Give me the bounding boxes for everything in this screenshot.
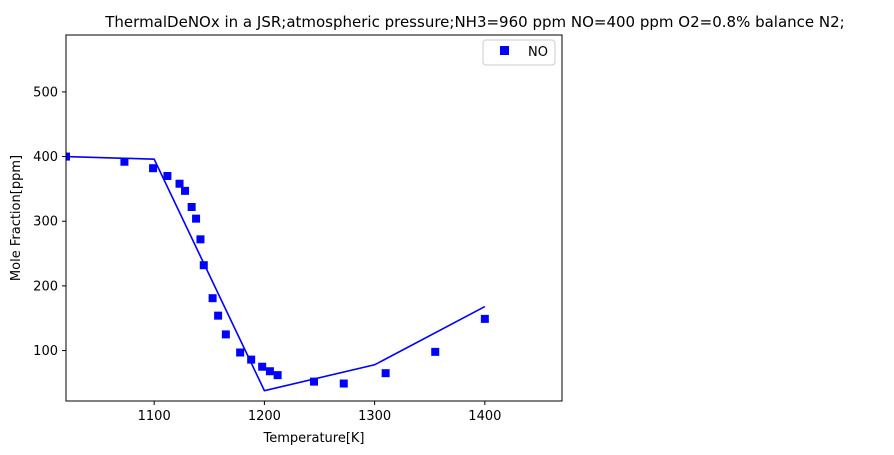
data-point-no bbox=[175, 179, 184, 188]
y-tick-label: 500 bbox=[33, 85, 58, 100]
axes-frame bbox=[65, 34, 563, 402]
data-point-no bbox=[273, 371, 282, 380]
y-tick-label: 300 bbox=[33, 215, 58, 230]
data-point-no bbox=[120, 157, 129, 166]
data-point-no bbox=[221, 330, 230, 339]
x-tick-label: 1100 bbox=[138, 409, 171, 424]
y-tick-label: 400 bbox=[33, 150, 58, 165]
data-point-no bbox=[258, 362, 267, 371]
data-point-no bbox=[214, 311, 223, 320]
data-point-no bbox=[181, 186, 190, 195]
y-tick-label: 200 bbox=[33, 279, 58, 294]
data-point-no bbox=[66, 152, 70, 161]
data-point-no bbox=[480, 314, 489, 323]
data-point-no bbox=[236, 348, 245, 357]
plot-area bbox=[66, 152, 489, 392]
data-point-no bbox=[187, 203, 196, 212]
x-tick-label: 1300 bbox=[358, 409, 391, 424]
x-tick-label: 1400 bbox=[468, 409, 501, 424]
data-point-no bbox=[192, 214, 201, 223]
x-tick-label: 1200 bbox=[248, 409, 281, 424]
data-point-no bbox=[339, 379, 348, 388]
y-axis-label: Mole Fraction[ppm] bbox=[9, 155, 24, 281]
legend-label-no: NO bbox=[528, 45, 548, 60]
model-line bbox=[66, 155, 486, 392]
data-layer bbox=[66, 152, 489, 392]
data-point-no bbox=[265, 367, 274, 376]
data-point-no bbox=[196, 235, 205, 244]
data-point-no bbox=[149, 164, 158, 173]
legend: NO bbox=[482, 39, 556, 66]
data-point-no bbox=[163, 171, 172, 180]
y-tick-label: 100 bbox=[33, 344, 58, 359]
axes: 1100 1200 1300 1400 100 200 300 400 500 bbox=[33, 85, 501, 424]
data-point-no bbox=[431, 347, 440, 356]
data-point-no bbox=[381, 369, 390, 378]
data-point-no bbox=[310, 377, 318, 386]
legend-marker-no bbox=[500, 46, 509, 55]
chart-title: ThermalDeNOx in a JSR;atmospheric pressu… bbox=[104, 13, 844, 31]
data-point-no bbox=[208, 294, 217, 303]
data-point-no bbox=[247, 355, 256, 364]
data-point-no bbox=[199, 261, 208, 270]
x-axis-label: Temperature[K] bbox=[262, 431, 364, 446]
